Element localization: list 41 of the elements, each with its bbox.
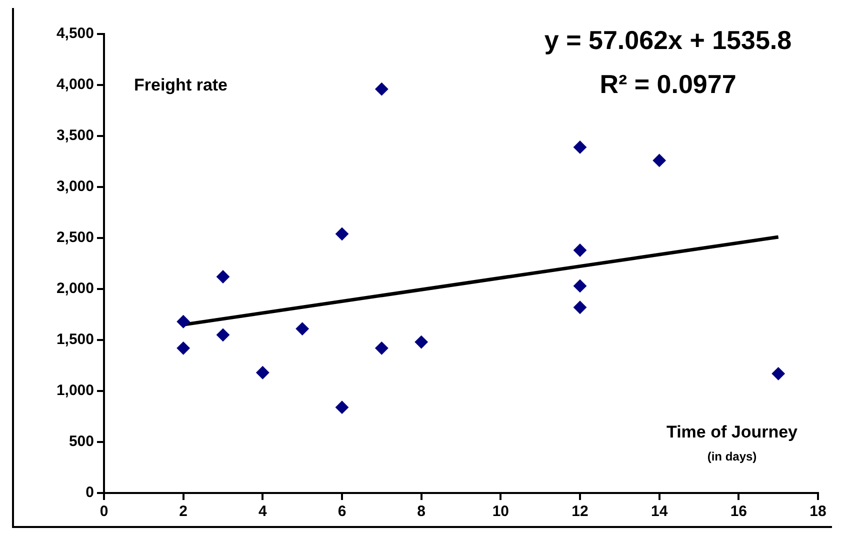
y-tick-label: 1,500 [56,331,94,348]
y-tick-label: 3,000 [56,178,94,196]
point [574,300,586,314]
point [772,367,785,380]
x-tick-label: 12 [572,503,588,520]
point [296,322,309,336]
x-tick-label: 16 [730,503,748,520]
annotation: y = 57.062x + 1535.8 [544,25,792,56]
y-tick-label: 4,500 [56,25,94,42]
y-tick-label: 3,500 [56,127,94,144]
point [336,400,348,414]
y-tick-label: 500 [68,433,94,450]
y-tick-label: 0 [86,484,94,502]
point [574,140,586,154]
point [574,279,586,292]
point [176,315,190,328]
x-tick-label: 14 [650,503,668,520]
point [216,270,230,284]
point [176,342,190,355]
x-tick-label: 10 [492,503,510,520]
y-tick-label: 4,000 [56,76,94,94]
point [256,366,270,380]
x-axis-title: Time of Journey (in days) [666,422,798,464]
point [414,336,428,349]
y-tick-label: 1,000 [56,382,94,400]
x-tick-label: 0 [100,503,108,520]
point [375,82,388,96]
x-tick-label: 18 [810,503,826,520]
point [652,154,666,167]
point [216,328,230,342]
x-tick-label: 2 [179,503,188,520]
y-tick-label: 2,500 [56,229,94,246]
y-tick-label: 2,000 [56,280,94,298]
point [375,342,388,355]
x-tick-label: 6 [338,503,346,520]
point [574,244,586,257]
y-axis-title: Freight rate [134,76,228,95]
point [336,227,348,240]
x-tick-label: 8 [417,503,426,520]
x-tick-label: 4 [258,503,268,520]
annotation: R² = 0.0977 [600,69,736,100]
